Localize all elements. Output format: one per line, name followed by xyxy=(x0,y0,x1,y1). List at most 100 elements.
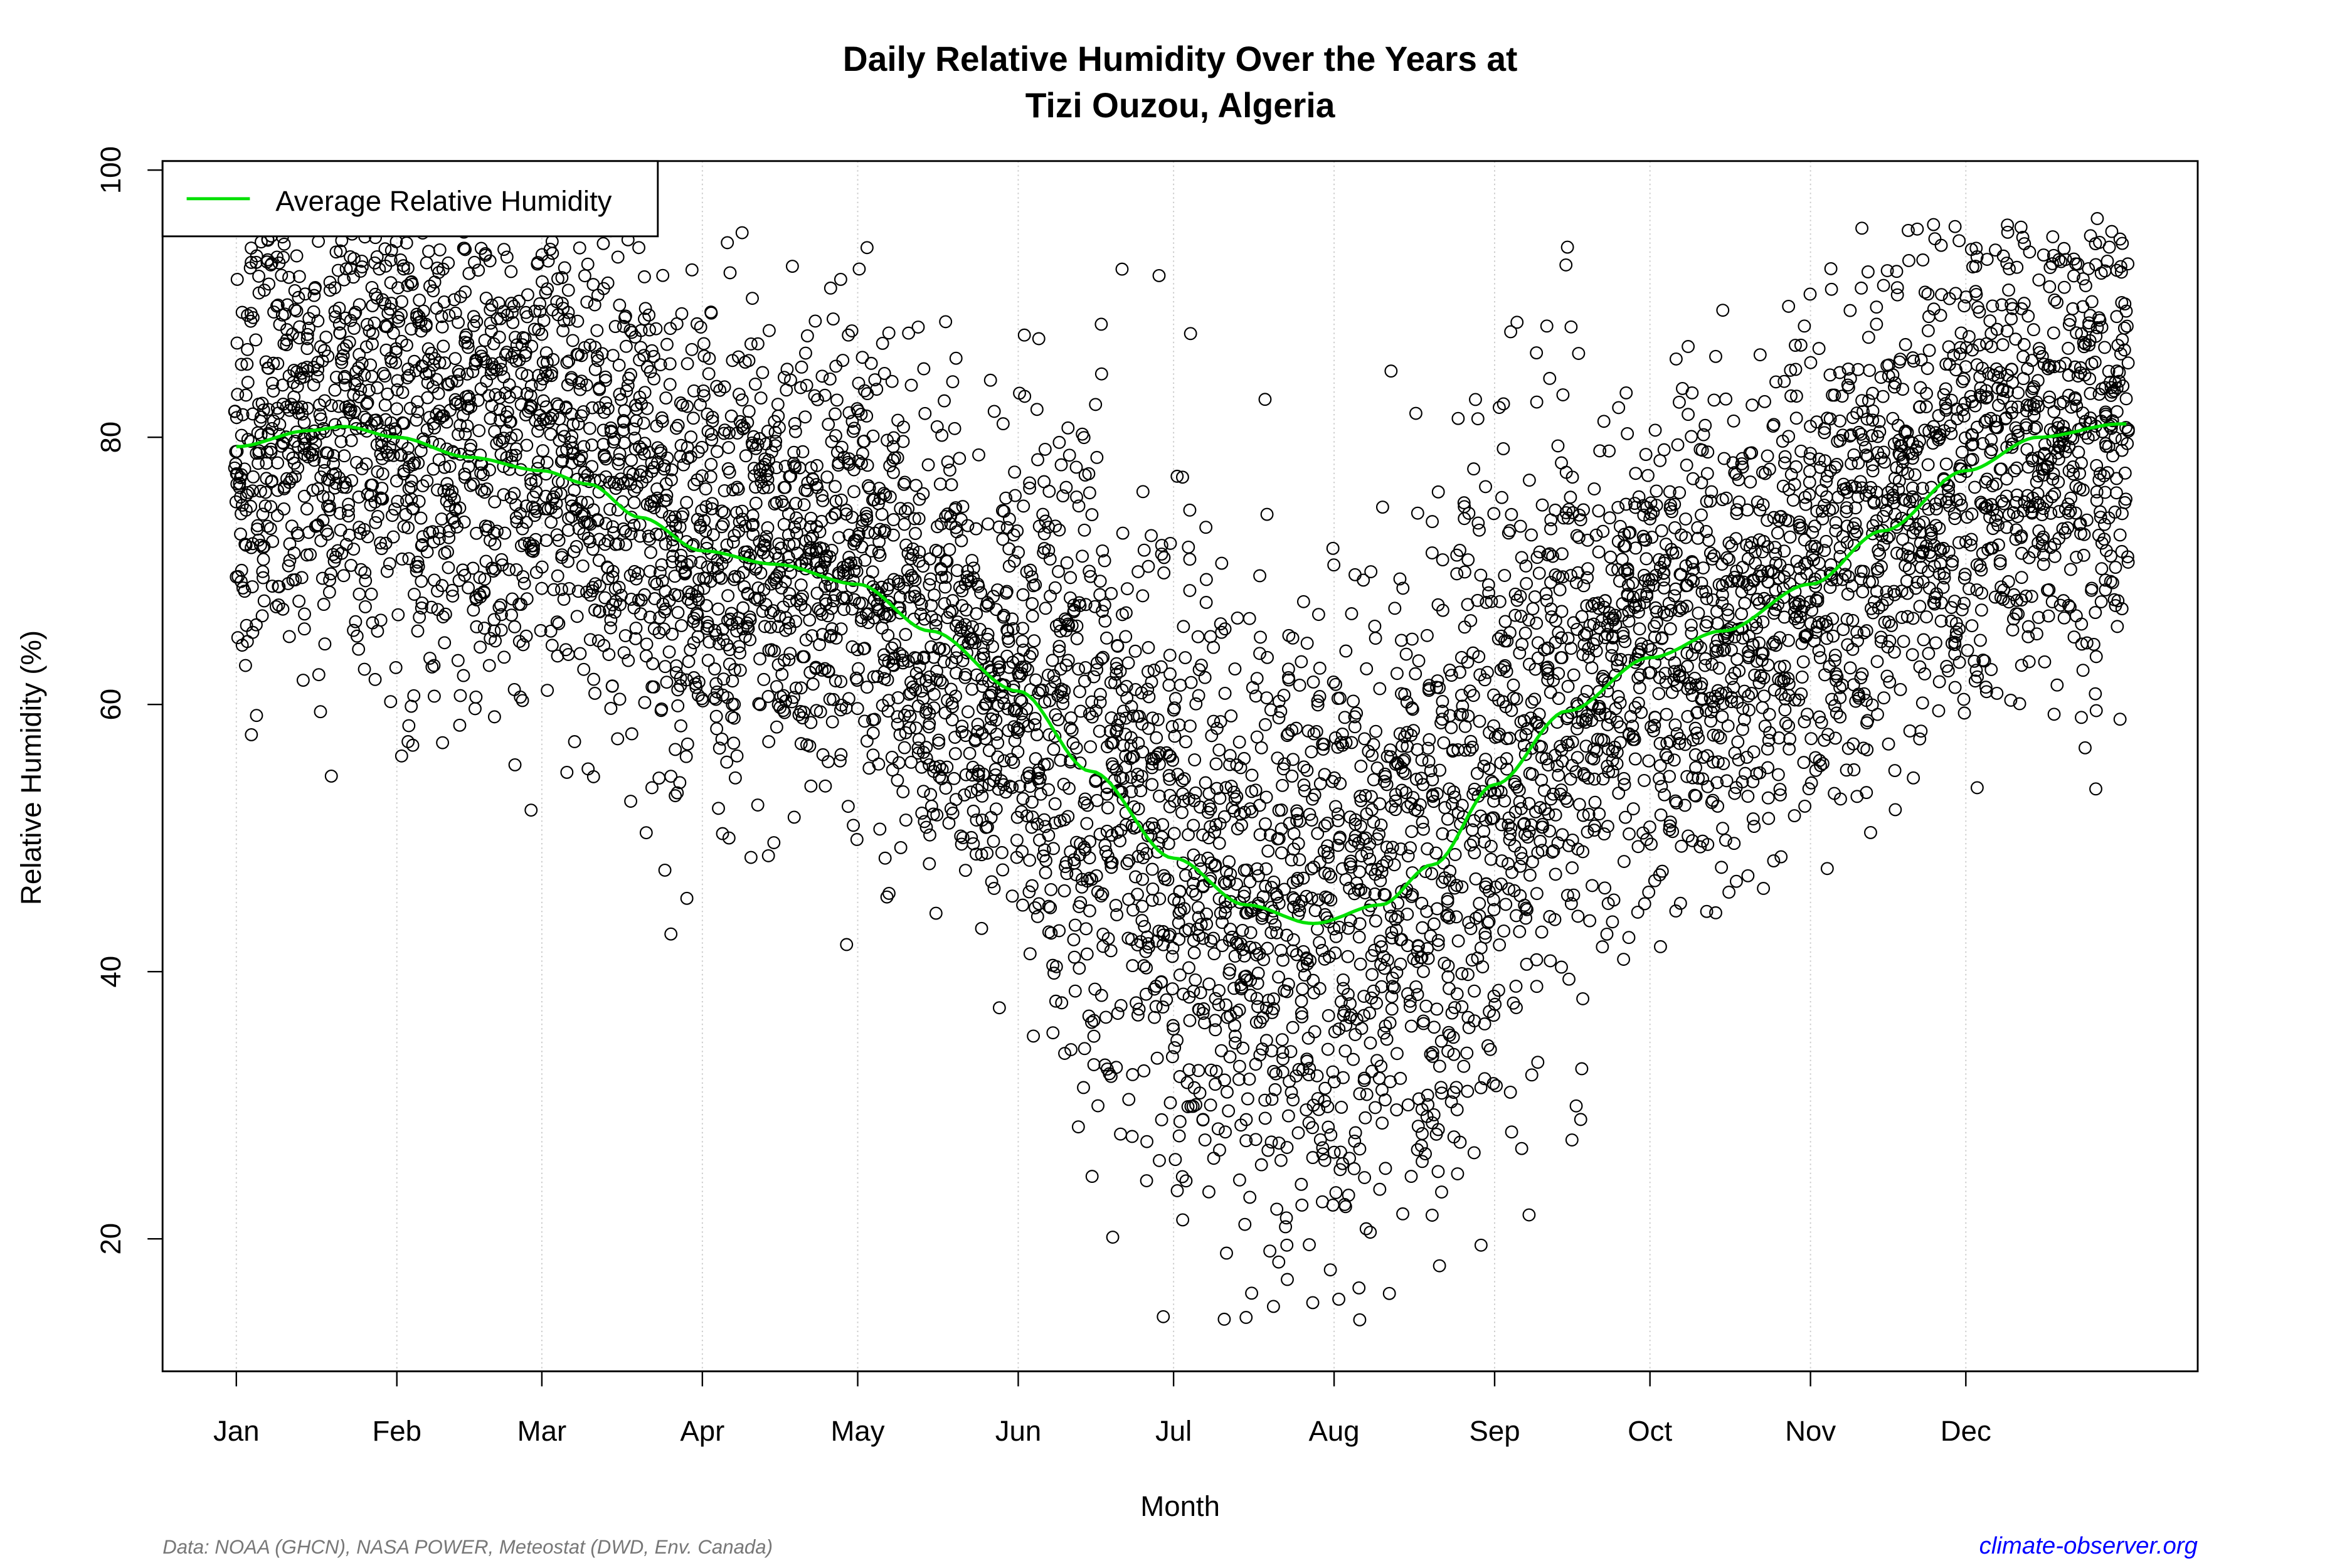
data-point xyxy=(649,322,663,336)
data-point xyxy=(606,564,620,578)
data-point xyxy=(695,469,709,483)
data-point xyxy=(410,413,423,427)
data-point xyxy=(1382,1286,1396,1300)
data-point xyxy=(974,586,988,600)
data-point xyxy=(1110,908,1124,921)
data-point xyxy=(782,653,796,667)
data-point xyxy=(894,840,908,854)
data-point xyxy=(1426,515,1439,529)
data-point xyxy=(1261,844,1275,858)
data-point xyxy=(282,630,296,644)
data-point xyxy=(1322,1120,1335,1134)
data-point xyxy=(466,365,480,378)
data-point xyxy=(1030,403,1044,416)
data-point xyxy=(882,326,896,340)
data-point xyxy=(771,398,785,411)
data-point xyxy=(1657,581,1671,595)
data-point xyxy=(644,365,657,378)
data-point xyxy=(527,539,541,553)
data-point xyxy=(1460,1046,1474,1060)
data-point xyxy=(1714,731,1727,744)
data-point xyxy=(1525,818,1538,832)
data-point xyxy=(1323,1263,1337,1277)
data-point xyxy=(743,610,756,624)
data-point xyxy=(1130,996,1143,1010)
data-point xyxy=(647,622,661,635)
data-point xyxy=(328,305,342,318)
data-point xyxy=(1253,569,1266,583)
data-point xyxy=(239,388,253,402)
data-point xyxy=(794,381,808,395)
data-point xyxy=(478,573,492,586)
data-point xyxy=(458,285,472,299)
data-point xyxy=(580,295,594,309)
data-point xyxy=(1175,806,1189,819)
data-point xyxy=(1109,899,1123,913)
data-point xyxy=(1089,773,1103,787)
data-point xyxy=(643,564,657,578)
data-point xyxy=(1564,320,1578,334)
data-point xyxy=(1126,903,1140,917)
data-point xyxy=(1719,392,1733,406)
data-point xyxy=(1358,1171,1372,1184)
data-point xyxy=(1259,790,1273,804)
data-point xyxy=(1170,1034,1184,1047)
data-point xyxy=(733,646,747,660)
data-point xyxy=(705,502,719,516)
data-point xyxy=(423,652,437,665)
data-point xyxy=(1060,867,1074,881)
data-point xyxy=(506,305,519,319)
data-point xyxy=(928,687,941,701)
data-point xyxy=(1083,851,1096,865)
data-point xyxy=(758,538,772,552)
data-point xyxy=(577,440,591,453)
data-point xyxy=(738,580,751,593)
data-point xyxy=(736,601,750,615)
data-point xyxy=(1741,790,1755,803)
data-point xyxy=(1126,959,1140,973)
data-point xyxy=(618,629,632,642)
data-point xyxy=(1070,632,1084,645)
data-point xyxy=(1254,630,1267,644)
data-point xyxy=(391,281,405,295)
data-point xyxy=(1052,523,1066,537)
data-point xyxy=(787,445,801,459)
data-point xyxy=(1598,881,1612,895)
data-point xyxy=(626,467,640,481)
data-point xyxy=(1096,544,1110,558)
data-point xyxy=(1088,600,1102,613)
data-point xyxy=(373,262,386,276)
data-point xyxy=(425,600,438,614)
data-point xyxy=(1132,1002,1146,1016)
data-point xyxy=(761,849,775,862)
data-point xyxy=(1010,726,1024,739)
data-point xyxy=(490,524,504,538)
data-point xyxy=(847,818,861,832)
data-point xyxy=(1313,776,1327,790)
data-point xyxy=(1322,1009,1335,1022)
data-point xyxy=(972,448,985,462)
data-point xyxy=(872,757,886,771)
data-point xyxy=(555,297,569,310)
data-point xyxy=(1348,568,1362,581)
data-point xyxy=(1522,474,1536,487)
data-point xyxy=(834,754,847,768)
data-point xyxy=(1425,1209,1439,1222)
data-point xyxy=(955,584,969,598)
data-point xyxy=(1588,795,1602,809)
data-point xyxy=(365,369,379,383)
data-point xyxy=(283,554,297,567)
data-point xyxy=(359,600,372,613)
data-point xyxy=(494,312,507,326)
data-point xyxy=(930,664,943,678)
data-point xyxy=(694,556,707,569)
data-point xyxy=(995,845,1009,859)
data-point xyxy=(996,532,1010,546)
data-point xyxy=(1131,849,1145,863)
data-point xyxy=(352,298,366,312)
data-point xyxy=(322,585,336,599)
data-point xyxy=(1326,1198,1340,1212)
data-point xyxy=(433,356,447,369)
data-point xyxy=(580,515,594,529)
data-point xyxy=(898,504,912,518)
